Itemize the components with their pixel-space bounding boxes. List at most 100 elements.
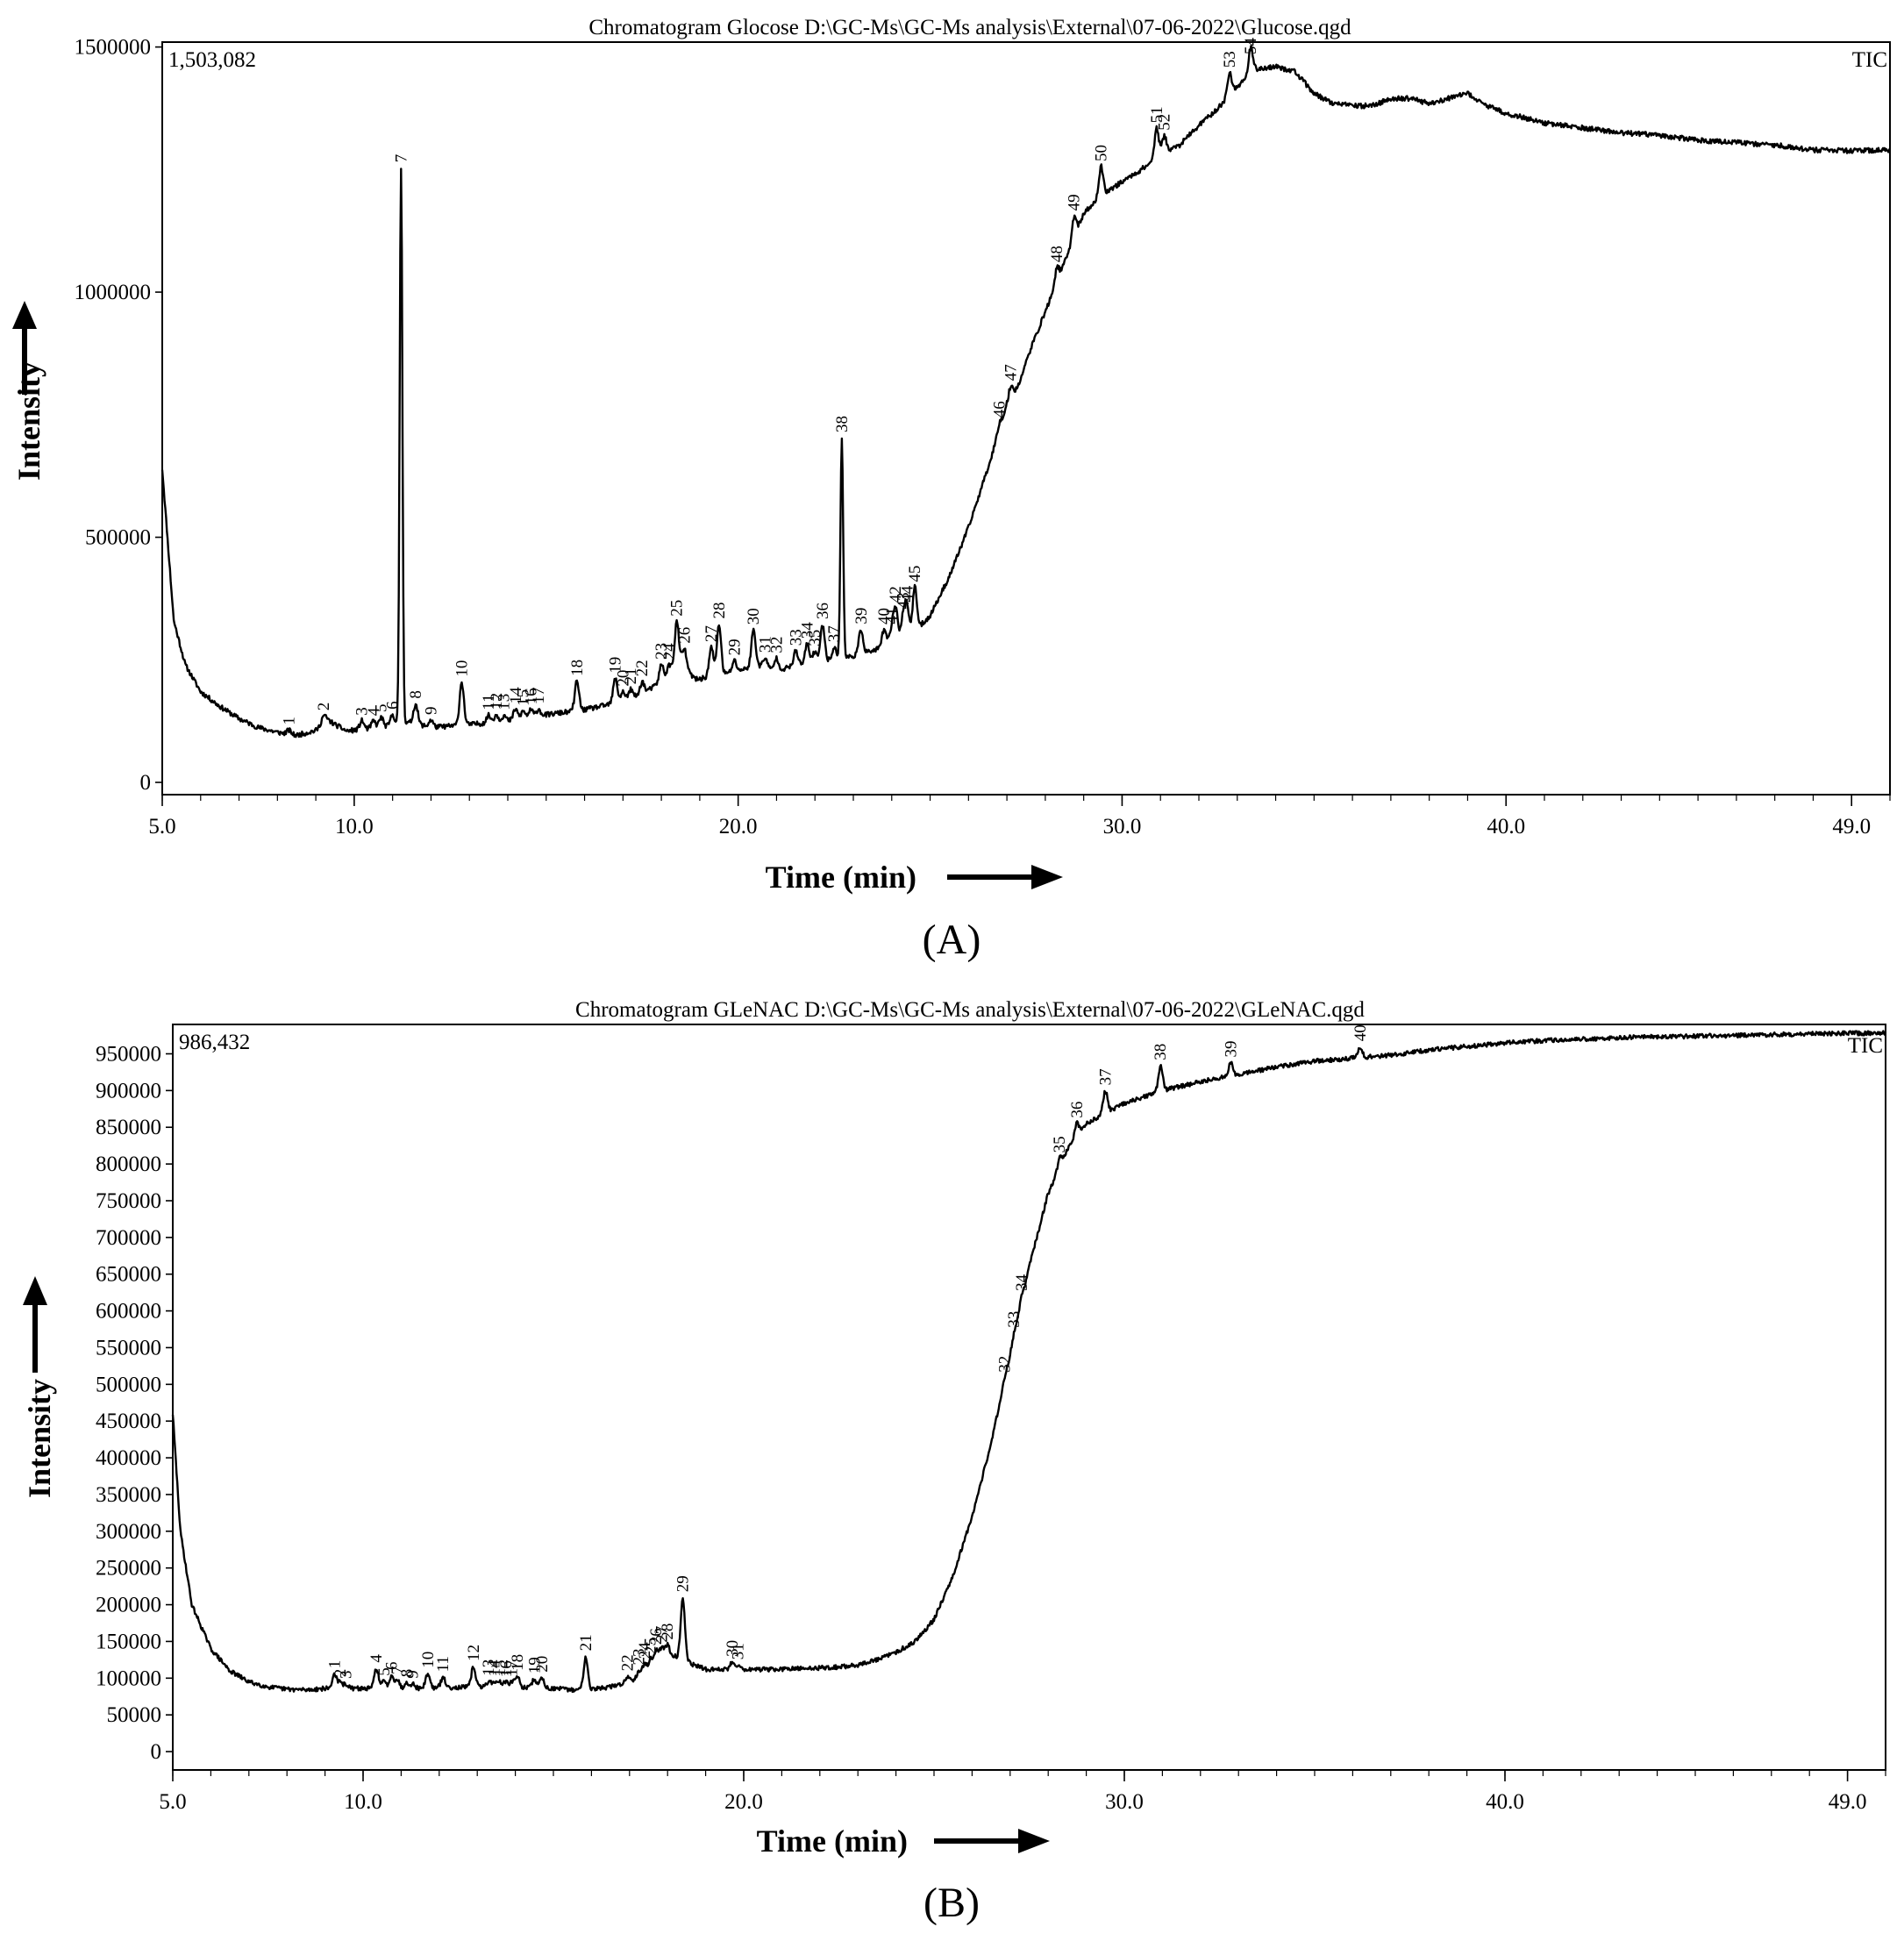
x-tick-label: 30.0 (1105, 1790, 1144, 1814)
y-tick-label: 0 (140, 771, 152, 795)
x-tick-label: 30.0 (1103, 815, 1142, 838)
max-intensity-label-a: 1,503,082 (168, 48, 256, 72)
peak-label: 36 (1068, 1102, 1087, 1118)
peak-label: 32 (995, 1356, 1014, 1373)
x-tick-label: 40.0 (1487, 815, 1525, 838)
peak-label: 50 (1092, 145, 1110, 161)
peak-label: 16 (522, 688, 540, 704)
peak-label: 37 (1096, 1068, 1115, 1085)
chart-title-b: Chromatogram GLeNAC D:\GC-Ms\GC-Ms analy… (575, 998, 1365, 1022)
peak-label: 15 (515, 689, 533, 706)
peak-label: 20 (533, 1656, 552, 1673)
peak-label: 32 (767, 637, 786, 653)
peak-label: 10 (453, 660, 472, 677)
peak-label: 3 (353, 707, 372, 716)
y-tick-label: 100000 (96, 1666, 161, 1690)
y-tick-label: 450000 (96, 1409, 161, 1433)
peak-label: 25 (642, 1638, 660, 1654)
peak-label: 3 (338, 1671, 356, 1680)
peak-label: 9 (403, 1670, 422, 1679)
x-axis-a: 5.0 10.0 20.0 30.0 40.0 49.0 (148, 795, 1891, 838)
peak-label: 17 (530, 688, 548, 704)
peak-label: 45 (906, 566, 924, 582)
y-tick-label: 950000 (96, 1042, 161, 1066)
trace-label-a: TIC (1852, 48, 1887, 72)
y-axis-label-b: Intensity (22, 1379, 57, 1498)
plot-frame-b (172, 1024, 1886, 1771)
peak-label: 23 (652, 643, 671, 660)
peak-label: 48 (1048, 246, 1066, 262)
peak-label: 20 (614, 670, 632, 687)
peak-labels-b: 1234567891011121314151617181920212223242… (325, 1024, 1370, 1679)
peak-label: 28 (710, 603, 729, 619)
y-tick-label: 200000 (96, 1594, 161, 1617)
y-tick-label: 800000 (96, 1152, 161, 1176)
peak-label: 26 (675, 627, 694, 644)
peak-label: 30 (724, 1640, 742, 1657)
peak-label: 33 (1005, 1311, 1023, 1328)
peak-label: 27 (702, 625, 721, 642)
peak-label: 30 (745, 608, 763, 624)
peak-label: 13 (496, 694, 514, 710)
peak-label: 22 (619, 1654, 638, 1671)
peak-label: 8 (398, 1669, 417, 1678)
peak-label: 24 (636, 1642, 654, 1659)
y-tick-label: 600000 (96, 1300, 161, 1324)
trace-label-b: TIC (1848, 1034, 1883, 1058)
peak-label: 11 (434, 1656, 453, 1672)
y-tick-label: 300000 (96, 1520, 161, 1544)
peak-label: 31 (756, 636, 774, 653)
tic-trace-b (171, 1030, 1887, 1694)
peak-label: 16 (497, 1660, 516, 1677)
panel-label-a: (A) (923, 917, 981, 963)
peak-label: 2 (315, 703, 333, 711)
peak-label: 35 (1051, 1136, 1069, 1152)
max-intensity-label-b: 986,432 (179, 1031, 250, 1054)
peak-label: 26 (647, 1628, 666, 1645)
y-tick-label: 150000 (96, 1630, 161, 1653)
x-tick-label: 49.0 (1829, 1790, 1867, 1814)
y-tick-label: 750000 (96, 1189, 161, 1213)
peak-label: 11 (480, 694, 498, 710)
y-axis-label-a: Intensity (11, 361, 46, 481)
peak-label: 9 (422, 707, 440, 716)
peak-label: 39 (852, 608, 871, 624)
peak-label: 5 (375, 1667, 394, 1676)
peak-label: 23 (631, 1649, 649, 1666)
peak-label: 2 (332, 1669, 350, 1678)
y-tick-label: 1000000 (75, 281, 152, 304)
y-tick-label: 650000 (96, 1263, 161, 1287)
peak-label: 22 (633, 660, 652, 676)
chart-title-a: Chromatogram Glocose D:\GC-Ms\GC-Ms anal… (588, 16, 1351, 39)
x-arrowhead-b (1018, 1829, 1050, 1853)
peak-label: 35 (806, 630, 824, 646)
y-tick-label: 500000 (96, 1373, 161, 1396)
peak-label: 1 (281, 717, 299, 725)
peak-label: 12 (488, 693, 506, 710)
x-arrowhead-a (1031, 865, 1063, 889)
peak-label: 29 (674, 1575, 693, 1592)
peak-label: 6 (383, 1662, 402, 1671)
peak-label: 15 (491, 1660, 510, 1677)
peak-label: 21 (622, 667, 640, 684)
y-tick-label: 900000 (96, 1079, 161, 1103)
x-tick-label: 20.0 (719, 815, 758, 838)
peak-label: 21 (577, 1634, 595, 1651)
peak-label: 53 (1221, 51, 1239, 68)
peak-label: 17 (503, 1660, 521, 1677)
peak-label: 47 (1002, 364, 1021, 381)
peak-label: 39 (1223, 1041, 1241, 1058)
peak-label: 54 (1242, 38, 1260, 55)
peak-label: 10 (419, 1652, 438, 1668)
chromatogram-panel-a: Chromatogram Glocose D:\GC-Ms\GC-Ms anal… (11, 16, 1892, 963)
peak-label: 41 (883, 608, 902, 624)
x-axis-label-b: Time (min) (757, 1823, 908, 1859)
peak-label: 1 (325, 1660, 344, 1669)
peak-label: 40 (1351, 1024, 1370, 1041)
y-tick-label: 250000 (96, 1557, 161, 1581)
peak-label: 19 (525, 1657, 544, 1673)
peak-label: 18 (509, 1654, 527, 1671)
peak-label: 40 (875, 608, 894, 624)
